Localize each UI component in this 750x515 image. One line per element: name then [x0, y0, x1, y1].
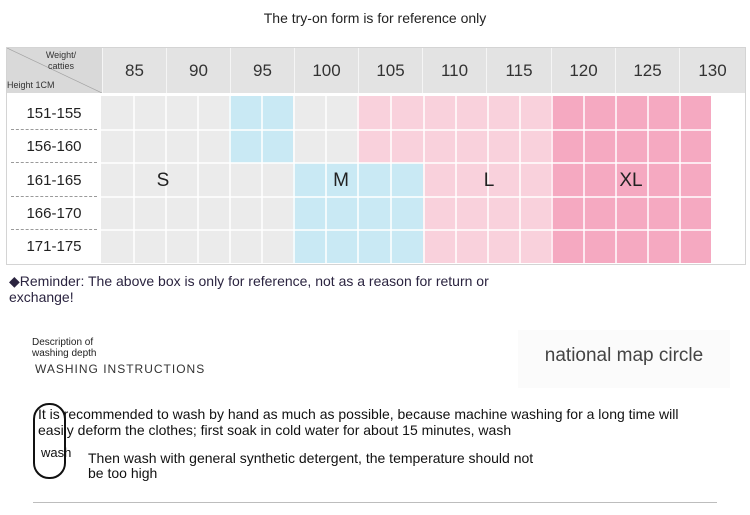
grid-line [101, 196, 711, 198]
height-row-label: 151-155 [11, 97, 97, 130]
height-row-label: 171-175 [26, 238, 82, 255]
grid-line [583, 96, 585, 263]
grid-line [229, 96, 231, 263]
grid-line [165, 96, 167, 263]
wash-recommendation-text: It is recommended to wash by hand as muc… [38, 406, 679, 438]
weight-header-cell: 120 [551, 48, 615, 93]
size-label-l: L [483, 170, 495, 191]
page-title: The try-on form is for reference only [263, 10, 487, 26]
size-label-m: M [333, 170, 349, 191]
height-row-label: 161-165 [11, 164, 97, 197]
grid-line [390, 96, 392, 263]
wash-badge-icon [33, 403, 66, 479]
weight-header-cell: 110 [422, 48, 486, 93]
corner-cell: Weight/ catties Height 1CM [7, 48, 102, 93]
grid-line [423, 96, 425, 263]
height-row-label: 166-170 [11, 197, 97, 230]
weight-header-cell: 130 [679, 48, 745, 93]
grid-line [647, 96, 649, 263]
grid-line [551, 96, 553, 263]
washing-depth-description: Description of washing depth [32, 337, 97, 359]
grid-line [325, 96, 327, 263]
height-axis-label: Height 1CM [7, 80, 55, 90]
weight-header-cell: 85 [102, 48, 166, 93]
divider [33, 502, 717, 503]
wash-badge-label: wash [41, 445, 72, 460]
washing-instructions-heading: WASHING INSTRUCTIONS [35, 362, 206, 376]
grid-line [261, 96, 263, 263]
size-chart: Weight/ catties Height 1CM 85 90 95 100 … [6, 47, 746, 265]
weight-header-cell: 95 [230, 48, 294, 93]
grid-line [101, 162, 711, 164]
weight-header-cell: 90 [166, 48, 230, 93]
national-map-circle-label: national map circle [518, 330, 730, 388]
grid-line [133, 96, 135, 263]
weight-header-cell: 125 [615, 48, 679, 93]
grid-line [101, 129, 711, 131]
size-zone-xl [551, 96, 711, 263]
grid-line [101, 229, 711, 231]
weight-header-cell: 105 [358, 48, 422, 93]
height-row-label: 156-160 [11, 130, 97, 163]
grid-line [615, 96, 617, 263]
grid-line [455, 96, 457, 263]
weight-header-cell: 115 [486, 48, 551, 93]
detergent-instruction-text: Then wash with general synthetic deterge… [88, 450, 534, 481]
size-label-xl: XL [619, 170, 643, 191]
grid-line [357, 96, 359, 263]
grid-line [197, 96, 199, 263]
size-label-s: S [156, 170, 170, 191]
weight-header-cell: 100 [294, 48, 358, 93]
reminder-note: ◆Reminder: The above box is only for ref… [9, 273, 489, 305]
grid-line [293, 96, 295, 263]
weight-header-row [7, 48, 745, 93]
grid-line [487, 96, 489, 263]
grid-line [679, 96, 681, 263]
weight-axis-label: Weight/ catties [45, 50, 77, 71]
grid-line [519, 96, 521, 263]
